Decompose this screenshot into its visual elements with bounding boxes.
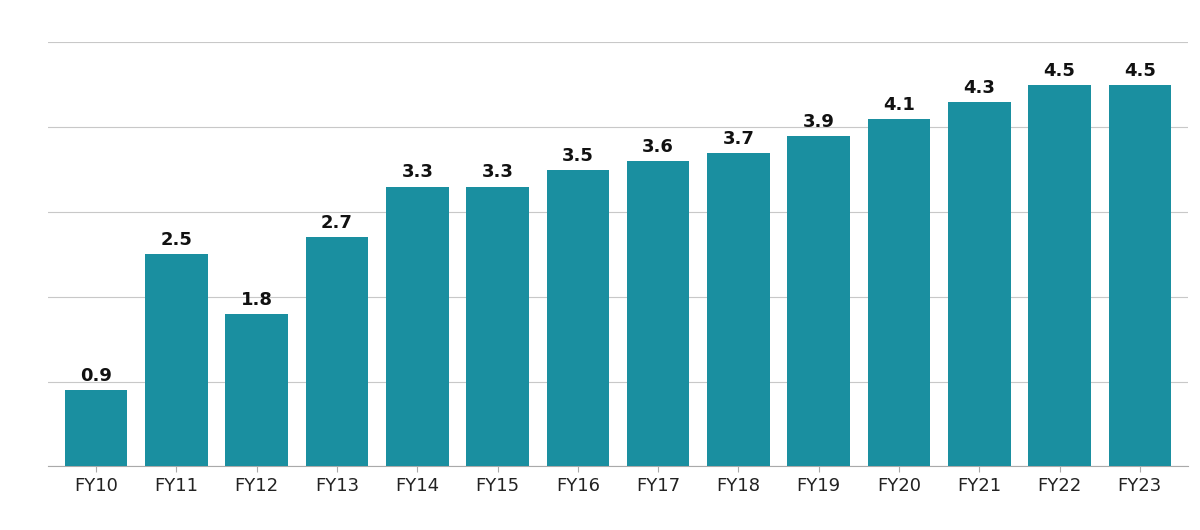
Text: 4.1: 4.1 — [883, 95, 914, 113]
Bar — [626, 161, 690, 466]
Bar — [1109, 85, 1171, 466]
Bar — [707, 153, 769, 466]
Text: 2.7: 2.7 — [322, 214, 353, 232]
Bar — [145, 254, 208, 466]
Text: 3.9: 3.9 — [803, 112, 835, 130]
Bar — [787, 136, 850, 466]
Text: 3.5: 3.5 — [562, 146, 594, 164]
Text: 0.9: 0.9 — [80, 367, 112, 385]
Text: 3.3: 3.3 — [401, 163, 433, 181]
Text: 3.3: 3.3 — [481, 163, 514, 181]
Bar — [948, 102, 1010, 466]
Bar — [306, 237, 368, 466]
Text: 1.8: 1.8 — [241, 290, 272, 308]
Text: 4.3: 4.3 — [964, 78, 995, 96]
Text: 4.5: 4.5 — [1124, 61, 1156, 80]
Text: 4.5: 4.5 — [1044, 61, 1075, 80]
Text: 3.7: 3.7 — [722, 129, 755, 147]
Text: 2.5: 2.5 — [161, 231, 192, 249]
Bar — [65, 390, 127, 466]
Bar — [1028, 85, 1091, 466]
Bar — [467, 187, 529, 466]
Text: 3.6: 3.6 — [642, 138, 674, 156]
Bar — [226, 314, 288, 466]
Bar — [868, 119, 930, 466]
Bar — [546, 170, 610, 466]
Bar — [386, 187, 449, 466]
